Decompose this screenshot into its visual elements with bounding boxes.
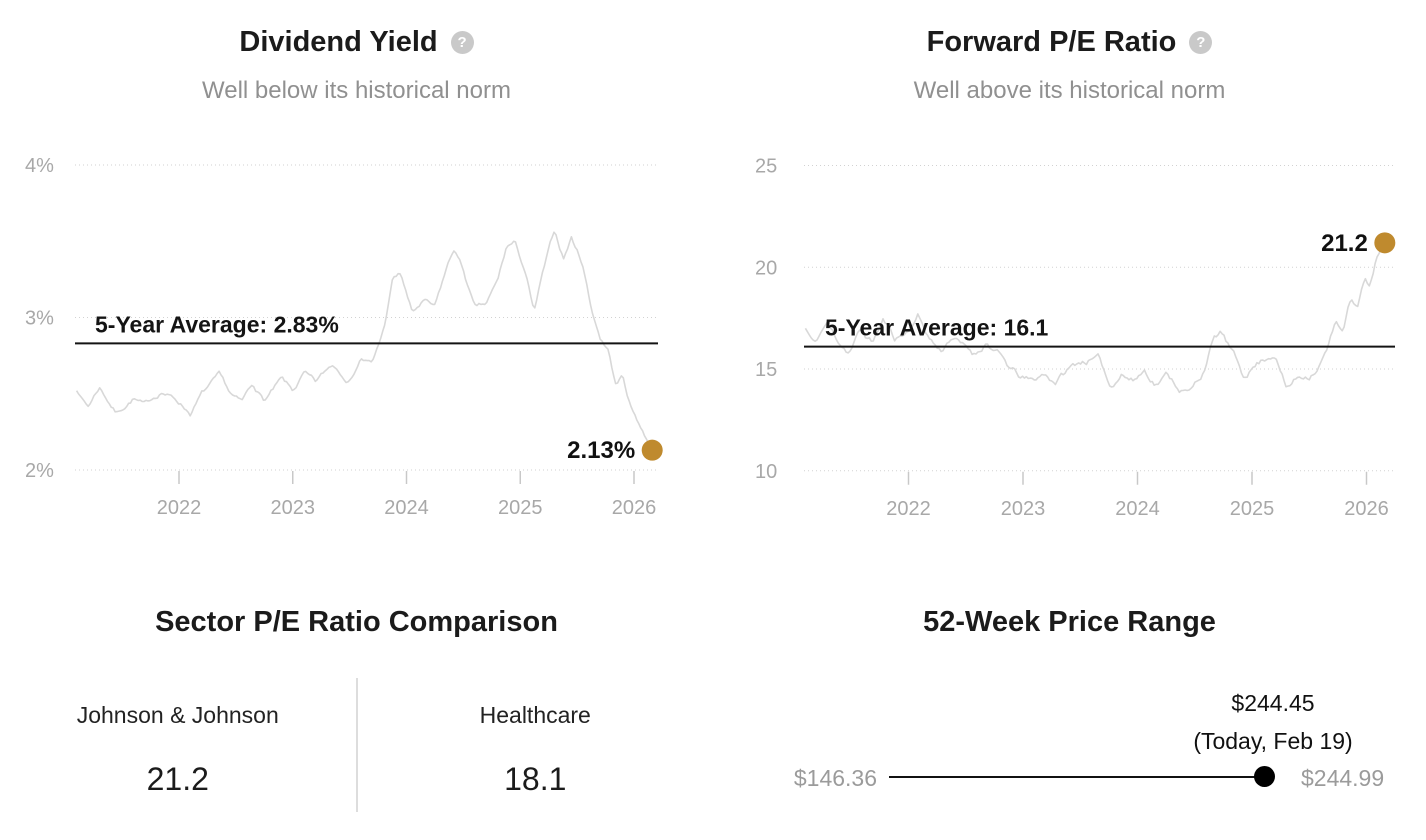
x-tick-label: 2024 — [384, 497, 429, 519]
forward-pe-chart: 25 20 15 10 2022 2023 2024 2025 2026 5-Year Avera… — [755, 156, 1396, 520]
forward-pe-title: Forward P/E Ratio — [926, 26, 1177, 58]
price-range-panel: 52-Week Price Range $244.45 (Today, Feb … — [713, 560, 1426, 840]
company-pe-value: 21.2 — [146, 761, 209, 797]
company-cell: Johnson & Johnson 21.2 — [0, 678, 356, 812]
forward-pe-subtitle: Well above its historical norm — [913, 77, 1226, 104]
help-icon[interactable]: ? — [1189, 30, 1213, 54]
help-icon[interactable]: ? — [450, 30, 474, 54]
x-tick-label: 2022 — [157, 497, 202, 519]
range-high-price: $244.99 — [1301, 765, 1385, 791]
dividend-yield-title: Dividend Yield — [239, 26, 438, 58]
range-low-price: $146.36 — [793, 765, 877, 791]
current-price-callout: $244.45 (Today, Feb 19) — [1123, 690, 1423, 755]
forward-pe-panel: Forward P/E Ratio ? Well above its histo… — [713, 0, 1426, 560]
current-price-dot — [1254, 766, 1275, 787]
x-tick-label: 2023 — [1001, 498, 1046, 520]
current-value-label: 2.13% — [567, 437, 635, 464]
current-point-dot — [641, 439, 663, 461]
company-name: Johnson & Johnson — [76, 702, 279, 728]
average-line-label: 5-Year Average: 16.1 — [825, 315, 1049, 341]
x-tick-label: 2024 — [1115, 498, 1160, 520]
x-tick-label: 2026 — [612, 497, 657, 519]
current-price: $244.45 — [1231, 690, 1315, 716]
sector-comparison-title: Sector P/E Ratio Comparison — [155, 606, 558, 638]
y-tick-label: 10 — [755, 461, 777, 483]
average-line-label: 5-Year Average: 2.83% — [95, 311, 339, 337]
current-value-label: 21.2 — [1321, 230, 1368, 257]
forward-pe-history-line — [804, 242, 1386, 394]
y-tick-label: 4% — [25, 155, 54, 177]
sector-comparison-panel: Sector P/E Ratio Comparison Johnson & Jo… — [0, 560, 713, 840]
price-range-title: 52-Week Price Range — [923, 606, 1216, 638]
current-price-date: (Today, Feb 19) — [1193, 728, 1353, 754]
x-tick-label: 2025 — [498, 497, 543, 519]
x-tick-label: 2025 — [1230, 498, 1275, 520]
dividend-yield-header: Dividend Yield ? Well below its historic… — [0, 26, 713, 104]
forward-pe-title-row: Forward P/E Ratio ? — [927, 26, 1213, 58]
forward-pe-header: Forward P/E Ratio ? Well above its histo… — [713, 26, 1426, 104]
x-tick-label: 2023 — [271, 497, 316, 519]
dividend-yield-chart: 4% 3% 2% 2022 2023 2024 2025 2026 5-Year Average… — [25, 155, 663, 519]
sector-comparison-row: Johnson & Johnson 21.2 Healthcare 18.1 — [0, 678, 713, 812]
dividend-yield-history-line — [75, 231, 653, 451]
x-tick-label: 2022 — [886, 498, 931, 520]
price-range-track — [889, 776, 1266, 778]
x-tick-label: 2026 — [1344, 498, 1389, 520]
y-tick-label: 25 — [755, 156, 777, 178]
dividend-yield-subtitle: Well below its historical norm — [202, 77, 511, 104]
dividend-yield-title-row: Dividend Yield ? — [239, 26, 474, 58]
current-point-dot — [1374, 232, 1396, 254]
dividend-yield-panel: Dividend Yield ? Well below its historic… — [0, 0, 713, 560]
y-tick-label: 2% — [25, 460, 54, 482]
y-tick-label: 20 — [755, 257, 777, 279]
sector-name: Healthcare — [479, 702, 591, 728]
sector-cell: Healthcare 18.1 — [355, 678, 714, 812]
y-tick-label: 15 — [755, 359, 777, 381]
sector-pe-value: 18.1 — [504, 761, 567, 797]
y-tick-label: 3% — [25, 308, 54, 330]
